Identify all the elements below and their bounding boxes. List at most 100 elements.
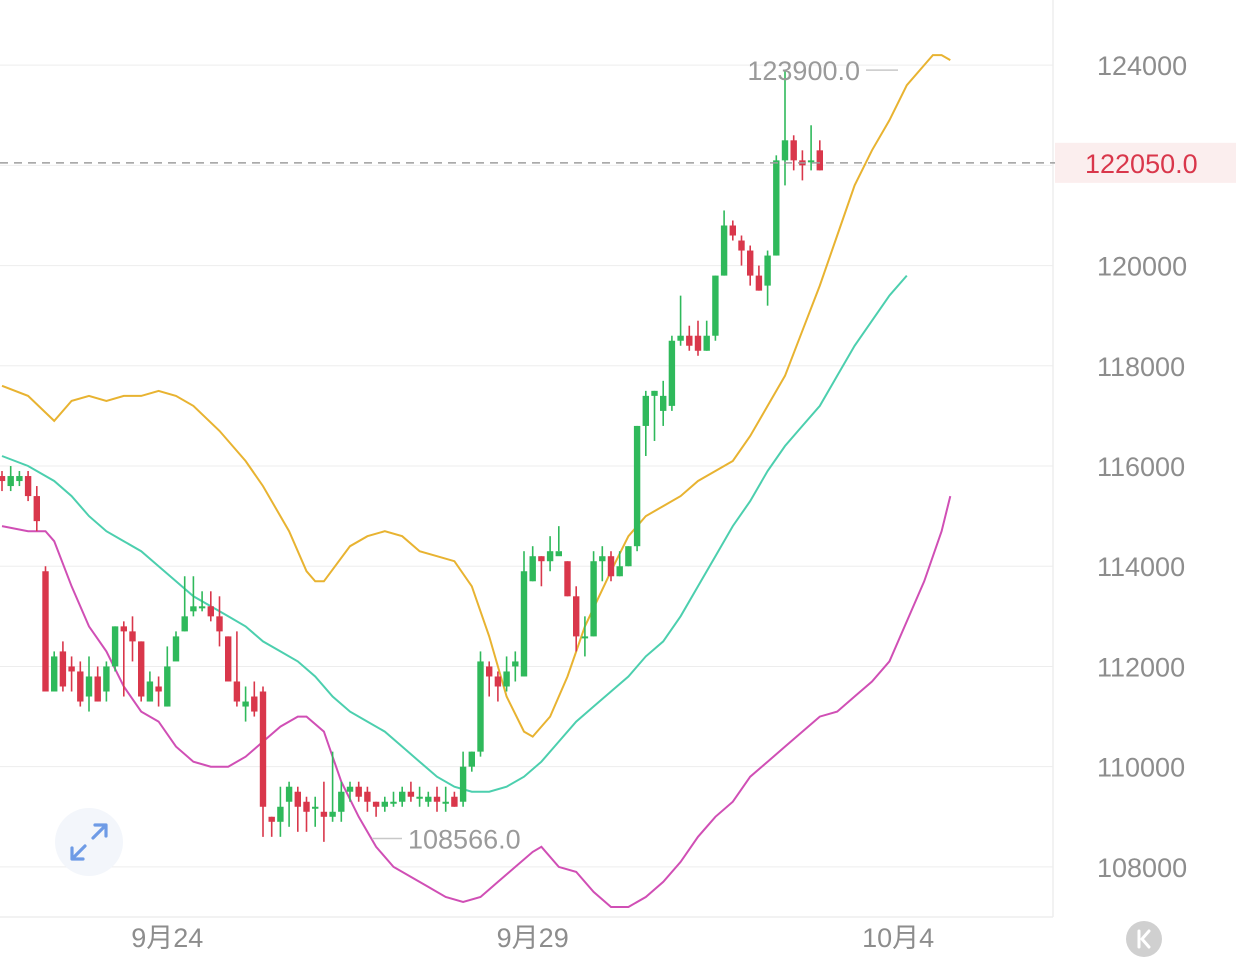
bollinger-bands: [1, 54, 952, 908]
x-tick-label: 9月24: [131, 923, 203, 953]
candle-body: [599, 556, 606, 562]
candle-body: [94, 676, 101, 702]
y-tick-label: 108000: [1097, 853, 1187, 883]
candle-body: [59, 651, 67, 687]
candle-body: [268, 816, 275, 822]
candle-body: [564, 561, 571, 597]
candle-body: [642, 395, 649, 426]
candle-body: [712, 275, 719, 336]
candle-body: [555, 551, 562, 557]
candle-body: [607, 556, 615, 577]
candle-body: [259, 691, 267, 807]
candle-body: [77, 671, 84, 702]
candle-body: [190, 606, 197, 612]
candle-body: [816, 150, 823, 171]
candle-body: [285, 786, 293, 802]
candle-body: [720, 225, 728, 276]
candle-body: [225, 636, 232, 682]
upper-band-line: [1, 54, 951, 738]
y-tick-label: 120000: [1097, 252, 1187, 282]
candle-body: [24, 476, 32, 497]
low-annotation-label: 108566.0: [408, 825, 521, 855]
candle-body: [677, 335, 684, 341]
candle-body: [233, 681, 241, 702]
candle-body: [399, 791, 406, 802]
candle-body: [155, 686, 162, 692]
candle-body: [738, 240, 745, 251]
y-tick-label: 118000: [1097, 352, 1185, 382]
candle-body: [694, 335, 702, 351]
candle-body: [633, 425, 641, 547]
candle-body: [538, 556, 545, 562]
lower-band-line: [1, 495, 952, 908]
candle-body: [486, 666, 493, 677]
candle-body: [381, 801, 388, 807]
candle-body: [807, 160, 815, 163]
candle-body: [277, 806, 284, 822]
high-annotation-label: 123900.0: [747, 56, 860, 86]
y-tick-label: 124000: [1097, 51, 1187, 81]
candles: [0, 70, 823, 842]
candle-body: [625, 546, 632, 567]
x-axis-ticks: 9月24 9月29 10月4: [131, 923, 934, 953]
expand-arrows-icon: [70, 823, 108, 861]
current-price-label: 122050.0: [1085, 149, 1198, 179]
candle-body: [16, 476, 23, 482]
candle-body: [390, 801, 397, 804]
candle-body: [468, 751, 475, 767]
candle-body: [651, 390, 658, 396]
candle-body: [494, 676, 502, 687]
candle-body: [103, 666, 110, 692]
y-axis-ticks: 124000 120000 118000 116000 114000 112000 1100…: [1097, 51, 1187, 883]
k-line-toggle-button[interactable]: [1126, 921, 1162, 957]
candle-body: [503, 671, 510, 687]
candle-body: [355, 786, 362, 797]
x-tick-label: 9月29: [497, 923, 569, 953]
current-price-badge: [1055, 142, 1236, 183]
grid-lines: [0, 64, 1236, 868]
candle-body: [207, 606, 214, 617]
candle-body: [660, 395, 667, 411]
candle-body: [703, 335, 710, 351]
candle-body: [546, 551, 554, 562]
candle-body: [477, 661, 484, 752]
candle-body: [303, 801, 310, 812]
candle-body: [42, 571, 49, 692]
expand-button[interactable]: [55, 808, 123, 876]
candle-body: [442, 801, 449, 804]
candle-body: [573, 596, 580, 637]
candle-body: [33, 496, 40, 522]
candle-body: [312, 806, 319, 809]
candle-body: [216, 616, 223, 632]
candle-body: [451, 796, 458, 807]
candle-body: [764, 255, 771, 286]
candle-body: [372, 801, 380, 807]
candle-body: [512, 661, 519, 667]
candle-body: [346, 786, 354, 792]
candle-body: [459, 766, 467, 802]
candle-body: [129, 631, 136, 642]
candle-body: [407, 791, 415, 797]
candle-body: [181, 616, 188, 632]
candle-body: [7, 476, 14, 487]
candle-body: [164, 666, 171, 707]
x-tick-label: 10月4: [862, 923, 934, 953]
candle-body: [242, 701, 249, 707]
y-tick-label: 112000: [1097, 652, 1185, 682]
candle-body: [68, 666, 75, 672]
y-tick-label: 116000: [1097, 452, 1185, 482]
candle-body: [529, 556, 536, 582]
candle-body: [172, 636, 180, 662]
candle-body: [729, 225, 736, 236]
k-chevron-icon: [1137, 929, 1151, 949]
candle-body: [294, 791, 301, 807]
candle-body: [198, 606, 206, 609]
candle-body: [433, 796, 441, 802]
candle-body: [338, 791, 345, 812]
candle-body: [668, 340, 676, 406]
candle-body: [364, 791, 371, 802]
candle-body: [120, 626, 127, 632]
candle-body: [0, 476, 6, 482]
candle-body: [520, 571, 528, 677]
